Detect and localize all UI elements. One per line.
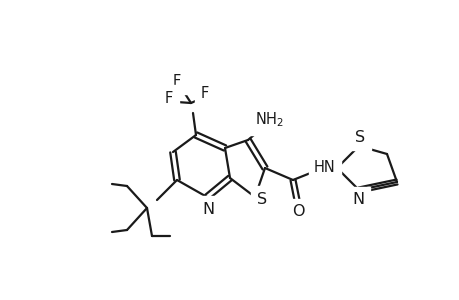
Text: S: S bbox=[257, 191, 267, 206]
Text: F: F bbox=[164, 91, 173, 106]
Text: F: F bbox=[173, 74, 181, 88]
Text: N: N bbox=[351, 193, 363, 208]
Text: F: F bbox=[201, 85, 209, 100]
Text: O: O bbox=[291, 205, 303, 220]
Text: S: S bbox=[354, 130, 364, 145]
Text: HN: HN bbox=[313, 160, 335, 175]
Text: N: N bbox=[202, 202, 213, 217]
Text: NH$_2$: NH$_2$ bbox=[254, 111, 283, 129]
